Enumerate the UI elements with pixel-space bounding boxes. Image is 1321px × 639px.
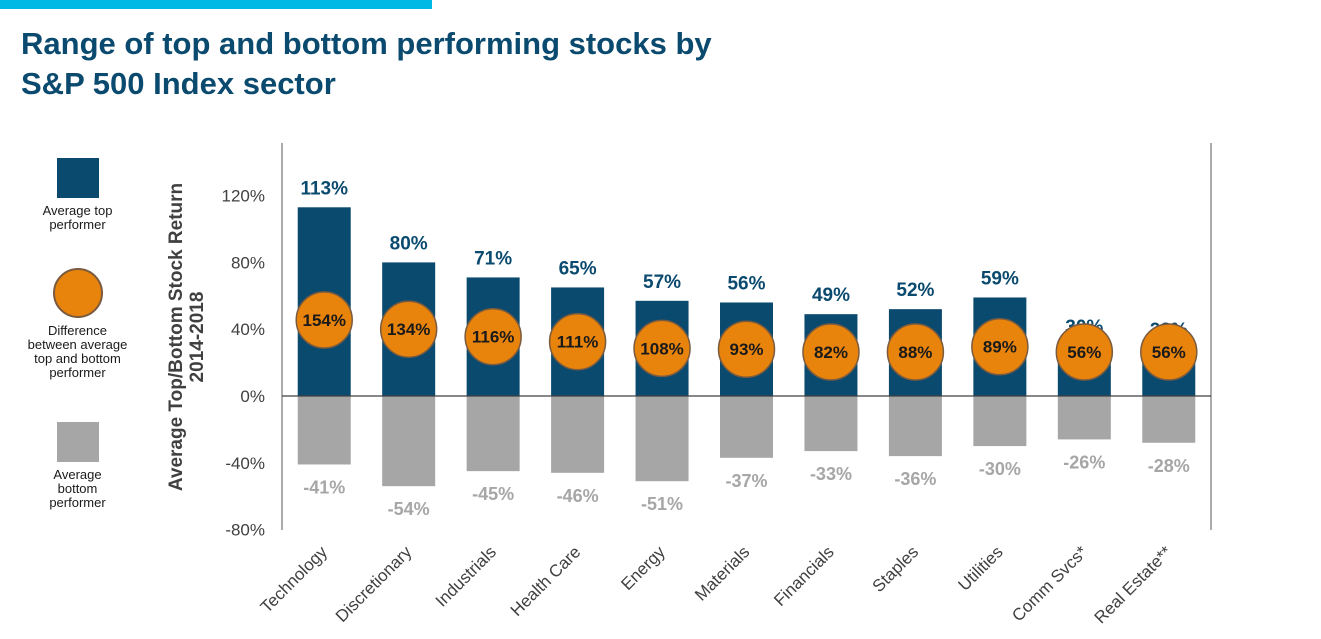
accent-bar (0, 0, 432, 9)
legend-item-bottom: Average bottom performer (20, 422, 135, 510)
bottom-bar (888, 396, 942, 457)
x-tick-label: Technology (257, 542, 332, 617)
bottom-bar (1142, 396, 1196, 443)
title-line-2: S&P 500 Index sector (21, 66, 336, 101)
difference-value-label: 88% (898, 343, 932, 362)
bottom-value-label: -37% (725, 471, 767, 491)
legend-label-top: Average top performer (42, 203, 113, 232)
difference-value-label: 89% (983, 338, 1017, 357)
x-tick-label: Staples (869, 542, 923, 596)
bottom-value-label: -54% (388, 499, 430, 519)
bottom-value-label: -46% (557, 486, 599, 506)
bottom-value-label: -45% (472, 484, 514, 504)
bottom-bar (1057, 396, 1111, 440)
bottom-bar (720, 396, 773, 458)
bottom-value-label: -28% (1148, 456, 1190, 476)
legend-item-diff: Difference between average top and botto… (20, 268, 135, 380)
top-value-label: 56% (727, 273, 765, 294)
x-tick-label: Energy (617, 542, 669, 594)
bottom-value-label: -33% (810, 464, 852, 484)
x-tick-label: Health Care (507, 542, 585, 620)
bottom-bar (973, 396, 1027, 447)
difference-marker (295, 291, 353, 349)
legend-swatch-diff (52, 268, 103, 318)
y-tick-label: 80% (231, 253, 265, 272)
top-value-label: 80% (390, 233, 428, 254)
bottom-bar (466, 396, 520, 472)
difference-marker (717, 320, 776, 378)
top-value-label: 59% (981, 268, 1019, 289)
difference-value-label: 111% (557, 333, 599, 352)
x-tick-label: Comm Svcs* (1008, 542, 1091, 625)
legend-swatch-top (56, 158, 99, 198)
difference-marker (886, 323, 945, 381)
y-tick-label: -40% (225, 454, 265, 473)
difference-marker (802, 323, 860, 381)
difference-marker (1055, 323, 1114, 381)
y-tick-label: -80% (225, 521, 265, 540)
bottom-value-label: -51% (641, 494, 683, 514)
y-tick-label: 40% (231, 320, 265, 339)
x-tick-label: Real Estate** (1091, 542, 1176, 627)
bottom-bar (635, 396, 689, 482)
top-value-label: 52% (896, 280, 934, 301)
difference-value-label: 108% (640, 339, 683, 358)
difference-marker (633, 319, 691, 378)
x-tick-label: Industrials (432, 542, 500, 610)
difference-value-label: 134% (387, 320, 430, 339)
x-tick-label: Utilities (955, 542, 1007, 594)
difference-value-label: 93% (729, 340, 763, 359)
difference-value-label: 82% (814, 343, 848, 362)
difference-value-label: 154% (302, 311, 345, 330)
bottom-value-label: -41% (303, 477, 345, 497)
bottom-value-label: -26% (1063, 452, 1105, 472)
bottom-value-label: -36% (894, 469, 936, 489)
difference-marker (1140, 323, 1198, 381)
difference-value-label: 116% (472, 328, 515, 347)
bottom-bar (804, 396, 858, 452)
difference-marker (971, 317, 1029, 376)
top-value-label: 57% (643, 272, 681, 293)
difference-value-label: 56% (1067, 343, 1101, 362)
difference-marker (379, 300, 438, 358)
top-value-label: 113% (300, 178, 348, 199)
top-value-label: 49% (812, 285, 850, 306)
legend-label-bottom: Average bottom performer (49, 467, 106, 510)
bottom-bar (551, 396, 605, 473)
title-line-1: Range of top and bottom performing stock… (21, 26, 712, 61)
bottom-bar (382, 396, 436, 487)
y-tick-label: 0% (240, 387, 265, 406)
x-tick-label: Financials (770, 542, 838, 610)
top-value-label: 71% (474, 248, 512, 269)
chart-title: Range of top and bottom performing stock… (21, 24, 821, 104)
difference-marker (548, 312, 607, 371)
legend-item-top: Average top performer (20, 158, 135, 232)
legend-swatch-bottom (56, 422, 99, 462)
difference-marker (464, 307, 522, 366)
bottom-value-label: -30% (979, 459, 1021, 479)
legend-label-diff: Difference between average top and botto… (27, 323, 128, 380)
x-tick-label: Discretionary (332, 542, 416, 626)
x-tick-label: Materials (691, 542, 753, 604)
y-tick-label: 120% (222, 187, 265, 206)
bottom-bar (297, 396, 351, 465)
difference-value-label: 56% (1152, 343, 1186, 362)
top-value-label: 65% (559, 258, 597, 279)
